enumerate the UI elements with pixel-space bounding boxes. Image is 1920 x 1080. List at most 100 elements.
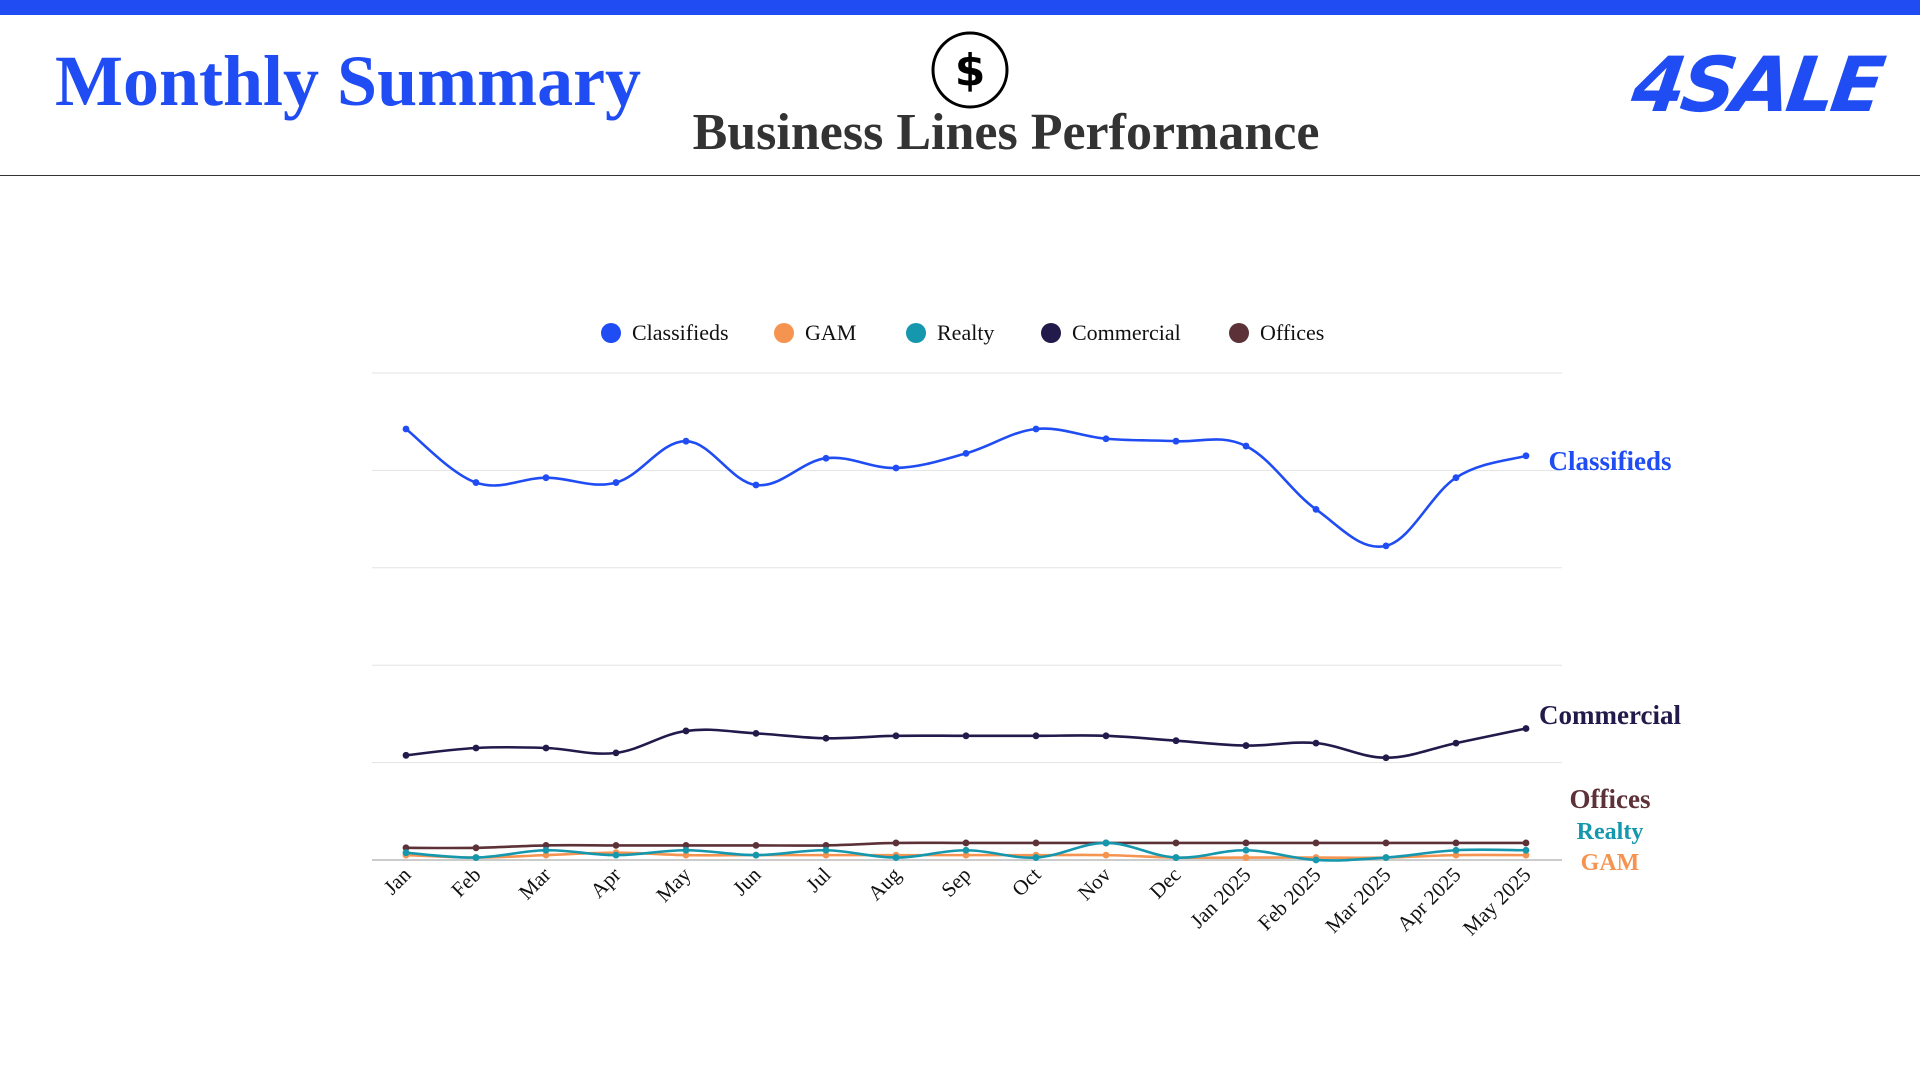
data-point-offices bbox=[1522, 839, 1530, 847]
data-point-realty bbox=[1382, 854, 1390, 861]
x-tick-label: Jul bbox=[801, 862, 835, 896]
legend-swatch-classifieds bbox=[601, 323, 621, 343]
data-point-classifieds bbox=[892, 464, 900, 472]
data-point-realty bbox=[1032, 854, 1040, 861]
data-point-realty bbox=[472, 854, 480, 861]
legend-item-gam: GAM bbox=[774, 320, 856, 345]
legend-swatch-commercial bbox=[1041, 323, 1061, 343]
x-tick-label: Nov bbox=[1073, 862, 1116, 905]
data-point-gam bbox=[962, 851, 970, 859]
data-point-classifieds bbox=[1102, 435, 1110, 443]
data-point-realty bbox=[1452, 846, 1460, 854]
data-point-offices bbox=[1172, 839, 1180, 847]
data-point-gam bbox=[542, 851, 550, 859]
data-point-classifieds bbox=[1522, 452, 1530, 460]
series-offices bbox=[402, 839, 1530, 852]
data-point-offices bbox=[1382, 839, 1390, 847]
data-point-classifieds bbox=[472, 479, 480, 486]
series-commercial bbox=[402, 725, 1530, 762]
x-tick-label: Apr 2025 bbox=[1392, 863, 1465, 936]
legend-swatch-gam bbox=[774, 323, 794, 343]
data-point-commercial bbox=[612, 749, 620, 757]
x-tick-label: Feb bbox=[446, 863, 485, 902]
header: Monthly Summary $ Business Lines Perform… bbox=[0, 15, 1920, 176]
data-point-commercial bbox=[1382, 754, 1390, 762]
chart-legend: Classifieds GAM Realty Commercial Offices bbox=[601, 320, 1324, 345]
data-point-commercial bbox=[542, 744, 550, 752]
legend-label-realty: Realty bbox=[937, 320, 994, 345]
data-point-offices bbox=[962, 839, 970, 847]
legend-swatch-realty bbox=[906, 323, 926, 343]
data-point-classifieds bbox=[612, 479, 620, 486]
data-point-commercial bbox=[1522, 725, 1530, 732]
legend-item-offices: Offices bbox=[1229, 320, 1324, 345]
end-label-classifieds: Classifieds bbox=[1548, 446, 1671, 476]
data-point-realty bbox=[1172, 854, 1180, 861]
data-point-commercial bbox=[402, 751, 410, 759]
x-tick-label: Sep bbox=[936, 863, 975, 902]
data-point-commercial bbox=[752, 729, 760, 737]
series-line-classifieds bbox=[405, 427, 1527, 549]
data-point-classifieds bbox=[1032, 425, 1040, 433]
x-tick-label: Dec bbox=[1145, 863, 1186, 904]
data-point-offices bbox=[822, 841, 830, 849]
legend-item-commercial: Commercial bbox=[1041, 320, 1181, 345]
data-point-commercial bbox=[1312, 739, 1320, 747]
data-point-realty bbox=[402, 849, 410, 857]
data-point-gam bbox=[1522, 851, 1530, 859]
x-tick-label: Aug bbox=[863, 862, 906, 905]
x-tick-label: Apr bbox=[585, 863, 625, 903]
legend-item-classifieds: Classifieds bbox=[601, 320, 729, 345]
data-point-realty bbox=[612, 851, 620, 859]
data-point-commercial bbox=[682, 727, 690, 735]
x-axis-ticks: Jan Feb Mar Apr May Jun Jul Aug Sep Oct Nov Dec Jan … bbox=[379, 862, 1536, 940]
chart-title: Business Lines Performance bbox=[692, 104, 1320, 161]
data-point-commercial bbox=[822, 734, 830, 742]
data-point-offices bbox=[1242, 839, 1250, 847]
legend-label-commercial: Commercial bbox=[1072, 320, 1181, 345]
end-label-realty: Realty bbox=[1577, 819, 1644, 845]
data-point-classifieds bbox=[682, 437, 690, 445]
data-point-realty bbox=[1312, 856, 1320, 864]
data-point-gam bbox=[1242, 854, 1250, 861]
data-point-realty bbox=[1522, 846, 1530, 854]
chart-grid bbox=[372, 372, 1562, 861]
data-point-offices bbox=[612, 841, 620, 849]
data-point-classifieds bbox=[1312, 505, 1320, 513]
data-point-classifieds bbox=[822, 454, 830, 462]
top-accent-bar bbox=[0, 0, 1920, 15]
series-end-labels: Classifieds Commercial Offices Realty GAM bbox=[1539, 446, 1681, 876]
data-point-commercial bbox=[472, 744, 480, 752]
end-label-offices: Offices bbox=[1570, 784, 1651, 814]
data-point-offices bbox=[472, 844, 480, 852]
data-point-classifieds bbox=[1452, 474, 1460, 482]
legend-label-offices: Offices bbox=[1260, 320, 1324, 345]
x-tick-label: May bbox=[651, 862, 696, 907]
data-point-offices bbox=[1452, 839, 1460, 847]
data-point-offices bbox=[402, 844, 410, 852]
data-point-commercial bbox=[892, 732, 900, 740]
data-point-realty bbox=[1102, 839, 1110, 847]
data-point-gam bbox=[822, 851, 830, 859]
x-tick-label: Mar bbox=[514, 863, 556, 905]
data-point-offices bbox=[1312, 839, 1320, 847]
svg-text:$: $ bbox=[955, 45, 986, 96]
x-tick-label: Jan bbox=[379, 862, 416, 899]
series-realty bbox=[402, 839, 1530, 864]
data-point-classifieds bbox=[962, 449, 970, 457]
legend-swatch-offices bbox=[1229, 323, 1249, 343]
data-point-offices bbox=[752, 841, 760, 849]
legend-item-realty: Realty bbox=[906, 320, 994, 345]
data-point-realty bbox=[1242, 846, 1250, 854]
page-title: Monthly Summary bbox=[55, 41, 642, 121]
data-point-realty bbox=[752, 851, 760, 859]
end-label-gam: GAM bbox=[1581, 850, 1640, 876]
data-point-commercial bbox=[962, 732, 970, 740]
series-classifieds bbox=[402, 425, 1530, 550]
data-point-classifieds bbox=[752, 481, 760, 489]
data-point-realty bbox=[542, 846, 550, 854]
data-point-realty bbox=[962, 846, 970, 854]
dollar-icon: $ bbox=[931, 31, 1009, 109]
data-point-realty bbox=[822, 846, 830, 854]
